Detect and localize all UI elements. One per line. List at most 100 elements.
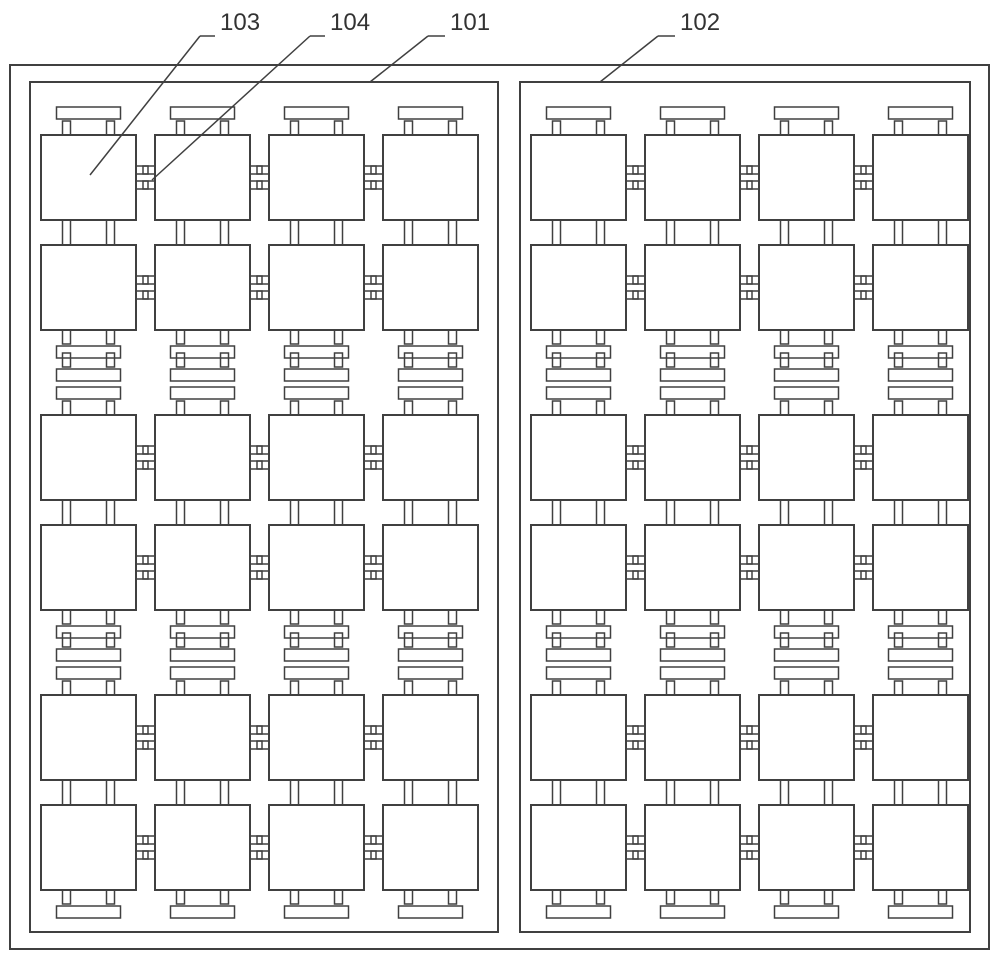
v-connector [711, 220, 719, 245]
h-connector [861, 556, 873, 564]
v-stub [291, 633, 299, 647]
h-connector [250, 181, 262, 189]
v-stub [335, 353, 343, 367]
v-connector [825, 500, 833, 525]
v-stub [597, 681, 605, 695]
h-connector [250, 851, 262, 859]
v-stub [405, 610, 413, 624]
ic-box [645, 135, 740, 220]
h-connector [747, 291, 759, 299]
h-connector [257, 571, 269, 579]
v-stub [825, 401, 833, 415]
mid-bar [661, 649, 725, 661]
v-connector [221, 780, 229, 805]
v-stub [449, 121, 457, 135]
v-connector [895, 780, 903, 805]
v-stub [781, 121, 789, 135]
top-bar [889, 387, 953, 399]
v-stub [449, 353, 457, 367]
v-connector [177, 780, 185, 805]
v-stub [291, 401, 299, 415]
h-connector [143, 166, 155, 174]
label-103: 103 [220, 9, 260, 36]
h-connector [143, 571, 155, 579]
v-stub [781, 610, 789, 624]
top-bar [889, 107, 953, 119]
mid-bar [547, 369, 611, 381]
v-stub [597, 353, 605, 367]
h-connector [371, 446, 383, 454]
h-connector [740, 446, 752, 454]
h-connector [633, 851, 645, 859]
bottom-bar [399, 906, 463, 918]
h-connector [250, 461, 262, 469]
v-stub [449, 681, 457, 695]
h-connector [854, 571, 866, 579]
ic-box [873, 805, 968, 890]
ic-box [269, 245, 364, 330]
ic-box [41, 245, 136, 330]
h-connector [143, 741, 155, 749]
v-connector [781, 780, 789, 805]
top-bar [399, 107, 463, 119]
ic-box [759, 525, 854, 610]
v-stub [553, 610, 561, 624]
v-stub [177, 330, 185, 344]
ic-box [383, 525, 478, 610]
h-connector [854, 166, 866, 174]
h-connector [371, 556, 383, 564]
h-connector [136, 291, 148, 299]
mid-bar [399, 369, 463, 381]
v-stub [939, 401, 947, 415]
ic-box [531, 135, 626, 220]
ic-box [269, 805, 364, 890]
h-connector [136, 461, 148, 469]
v-stub [667, 890, 675, 904]
h-connector [250, 556, 262, 564]
h-connector [854, 836, 866, 844]
h-connector [740, 181, 752, 189]
h-connector [136, 276, 148, 284]
bottom-bar [547, 346, 611, 358]
h-connector [747, 166, 759, 174]
h-connector [626, 851, 638, 859]
v-stub [667, 633, 675, 647]
v-stub [825, 330, 833, 344]
h-connector [747, 836, 759, 844]
h-connector [740, 291, 752, 299]
v-connector [895, 500, 903, 525]
engineering-diagram: 101102103104 [0, 0, 1000, 959]
h-connector [143, 461, 155, 469]
mid-bar [171, 369, 235, 381]
bottom-bar [171, 626, 235, 638]
mid-bar [171, 649, 235, 661]
bottom-bar [285, 626, 349, 638]
mid-bar [547, 649, 611, 661]
h-connector [633, 556, 645, 564]
v-stub [711, 890, 719, 904]
bottom-bar [889, 626, 953, 638]
h-connector [364, 851, 376, 859]
h-connector [854, 461, 866, 469]
h-connector [257, 851, 269, 859]
v-stub [895, 681, 903, 695]
h-connector [633, 726, 645, 734]
v-connector [335, 500, 343, 525]
leader-102 [600, 36, 658, 82]
top-bar [775, 387, 839, 399]
v-stub [177, 610, 185, 624]
v-connector [405, 500, 413, 525]
v-stub [597, 401, 605, 415]
ic-box-103 [41, 135, 136, 220]
h-connector [257, 166, 269, 174]
h-connector [740, 166, 752, 174]
ic-box [873, 245, 968, 330]
top-bar [775, 107, 839, 119]
h-connector [633, 446, 645, 454]
ic-box [873, 525, 968, 610]
h-connector [136, 741, 148, 749]
top-bar [171, 387, 235, 399]
leader-101 [370, 36, 428, 82]
mid-bar [775, 649, 839, 661]
v-stub [221, 401, 229, 415]
